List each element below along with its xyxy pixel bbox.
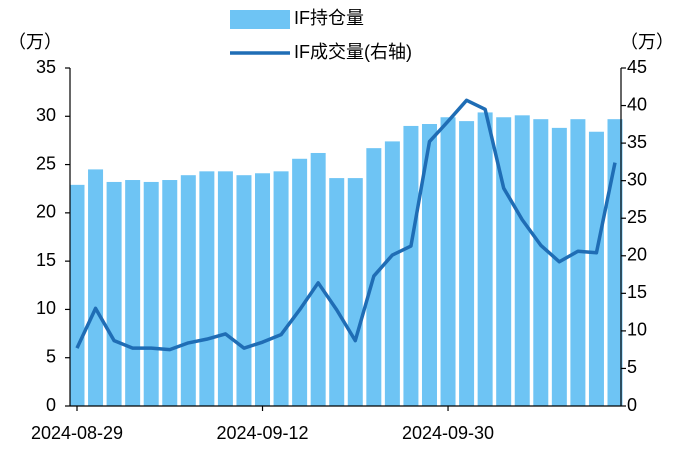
- legend-label: IF持仓量: [294, 8, 364, 28]
- bar: [477, 112, 493, 407]
- y2-tick-label: 10: [627, 320, 647, 340]
- y2-tick-label: 15: [627, 282, 647, 302]
- bar: [384, 141, 400, 406]
- y2-tick-label: 5: [627, 357, 637, 377]
- y2-tick-label: 45: [627, 57, 647, 77]
- bar: [88, 169, 104, 406]
- line: [75, 98, 617, 352]
- y2-tick-label: 25: [627, 207, 647, 227]
- bar: [310, 152, 326, 406]
- y2-unit: （万）: [620, 32, 674, 52]
- y-tick-label: 0: [46, 395, 56, 415]
- bar: [236, 175, 252, 406]
- y2-tick-label: 0: [627, 395, 637, 415]
- y-tick-label: 35: [36, 57, 56, 77]
- y2-tick-label: 30: [627, 169, 647, 189]
- bar: [329, 178, 345, 406]
- bar: [551, 127, 567, 407]
- bar: [570, 119, 586, 406]
- y2-tick-label: 35: [627, 132, 647, 152]
- bar: [162, 180, 178, 406]
- bar: [273, 171, 289, 406]
- bar: [421, 124, 437, 407]
- x-tick-label: 2024-08-29: [31, 423, 123, 443]
- bar: [496, 117, 512, 406]
- bar: [217, 171, 233, 406]
- y-tick-label: 10: [36, 298, 56, 318]
- y2-tick-label: 40: [627, 94, 647, 114]
- bar: [106, 181, 122, 406]
- bar: [533, 119, 549, 406]
- bar: [459, 121, 475, 406]
- bar: [292, 158, 308, 406]
- bar: [347, 178, 363, 406]
- bar: [180, 175, 196, 406]
- y-tick-label: 30: [36, 105, 56, 125]
- legend-swatch: [230, 10, 290, 29]
- bar: [588, 131, 604, 407]
- x-tick-label: 2024-09-12: [216, 423, 308, 443]
- y-tick-label: 15: [36, 250, 56, 270]
- x-tick-label: 2024-09-30: [402, 423, 494, 443]
- bar: [607, 119, 623, 406]
- bar: [440, 117, 456, 406]
- bar: [255, 173, 271, 406]
- y-unit: （万）: [8, 32, 62, 52]
- y2-tick-label: 20: [627, 245, 647, 265]
- bar: [143, 181, 159, 406]
- y-tick-label: 20: [36, 202, 56, 222]
- bar: [403, 125, 419, 406]
- legend-label: IF成交量(右轴): [294, 42, 412, 62]
- y-tick-label: 25: [36, 153, 56, 173]
- bar: [199, 171, 215, 406]
- bar: [69, 184, 85, 406]
- y-tick-label: 5: [46, 346, 56, 366]
- bar: [514, 115, 530, 406]
- bar: [125, 180, 141, 406]
